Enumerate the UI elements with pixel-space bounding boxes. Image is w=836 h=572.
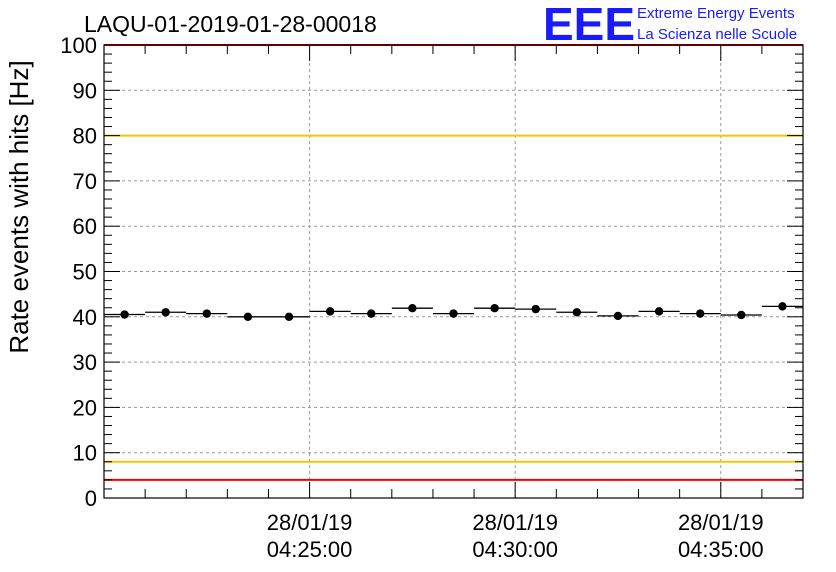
- data-point-group: [104, 310, 146, 319]
- chart-title: LAQU-01-2019-01-28-00018: [84, 11, 377, 37]
- data-point-group: [474, 303, 516, 313]
- data-point-group: [515, 304, 557, 314]
- data-point-group: [761, 302, 803, 311]
- y-tick-label: 20: [73, 395, 97, 420]
- data-point-group: [597, 311, 639, 321]
- data-point: [367, 309, 376, 318]
- logo-letters: EEE: [543, 0, 635, 50]
- data-point-group: [556, 308, 598, 317]
- x-tick-time: 04:30:00: [472, 537, 558, 562]
- y-axis-label: Rate events with hits [Hz]: [4, 60, 34, 353]
- data-point: [243, 312, 253, 321]
- data-point-group: [227, 312, 269, 321]
- y-tick-label: 40: [73, 305, 97, 330]
- x-tick-date: 28/01/19: [678, 510, 764, 535]
- grid: [104, 45, 803, 498]
- y-tick-label: 30: [73, 350, 97, 375]
- data-point: [202, 309, 211, 318]
- data-point-group: [720, 310, 762, 320]
- y-tick-label: 0: [85, 486, 97, 511]
- data-point-group: [268, 312, 310, 321]
- y-tick-label: 70: [73, 169, 97, 194]
- data-point: [284, 312, 294, 321]
- y-tick-label: 80: [73, 124, 97, 149]
- y-axis: 0 10 20 30 40 50 60 70 80 90 100: [60, 33, 803, 511]
- data-point-group: [145, 308, 187, 317]
- y-tick-label: 10: [73, 441, 97, 466]
- data-point-group: [391, 303, 433, 313]
- data-point: [325, 307, 335, 316]
- data-point-group: [679, 309, 721, 318]
- data-point: [161, 308, 170, 317]
- data-point-group: [186, 309, 228, 318]
- eee-logo: EEE Extreme Energy Events La Scienza nel…: [543, 0, 797, 50]
- data-point: [449, 309, 458, 318]
- data-point: [120, 310, 129, 319]
- logo-line-2: La Scienza nelle Scuole: [637, 26, 797, 43]
- y-tick-label: 90: [73, 78, 97, 103]
- data-point-group: [309, 307, 351, 316]
- x-tick-date: 28/01/19: [472, 510, 558, 535]
- data-point-group: [638, 307, 680, 316]
- data-point: [778, 302, 787, 311]
- data-point-group: [350, 309, 392, 318]
- data-point: [696, 309, 705, 318]
- data-point: [654, 307, 664, 316]
- y-tick-label: 50: [73, 260, 97, 285]
- y-tick-label: 100: [60, 33, 97, 58]
- data-series: [104, 302, 803, 321]
- x-tick-time: 04:25:00: [267, 537, 353, 562]
- data-point: [490, 303, 499, 313]
- data-point: [572, 308, 582, 317]
- data-point-group: [432, 309, 475, 318]
- x-axis: 28/01/1904:25:0028/01/1904:30:0028/01/19…: [103, 45, 804, 562]
- x-tick-time: 04:35:00: [678, 537, 764, 562]
- y-tick-label: 60: [73, 214, 97, 239]
- reference-lines: [104, 44, 803, 481]
- data-point: [531, 304, 540, 314]
- data-point: [408, 303, 417, 313]
- data-point: [613, 311, 623, 321]
- x-tick-date: 28/01/19: [267, 510, 353, 535]
- data-point: [737, 310, 746, 320]
- logo-line-1: Extreme Energy Events: [637, 5, 795, 22]
